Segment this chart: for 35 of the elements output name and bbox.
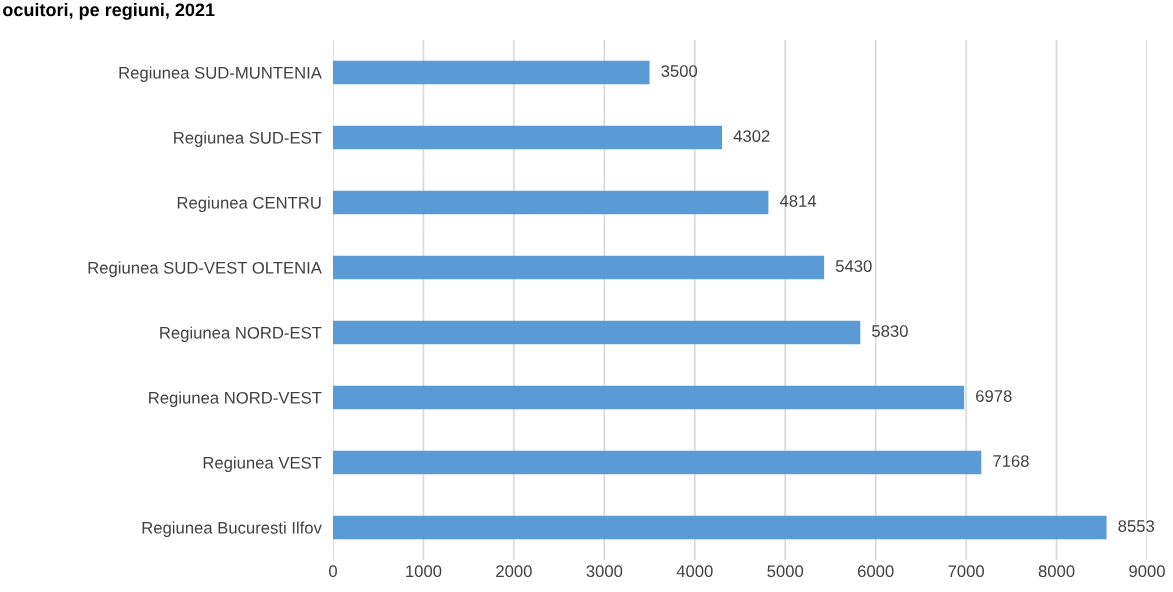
bar [333, 320, 861, 345]
x-tick-label: 3000 [586, 565, 623, 578]
bar [333, 385, 965, 410]
x-tick-label: 8000 [1038, 565, 1075, 578]
bar [333, 255, 825, 280]
bar [333, 125, 723, 150]
bar [333, 450, 982, 475]
x-tick-label: 7000 [948, 565, 984, 578]
y-tick-label: Regiunea Bucuresti Ilfov [142, 521, 322, 537]
data-label: 5430 [835, 260, 872, 272]
data-label: 3500 [661, 65, 698, 77]
x-tick-label: 2000 [496, 565, 532, 578]
data-label: 7168 [993, 455, 1029, 467]
data-label: 4814 [779, 195, 817, 207]
bar [333, 190, 769, 215]
y-tick-label: Regiunea CENTRU [177, 196, 321, 212]
x-tick-label: 5000 [767, 565, 804, 578]
y-tick-label: Regiunea NORD-EST [160, 326, 322, 342]
y-tick-label: Regiunea SUD-MUNTENIA [119, 66, 322, 82]
bar [333, 60, 650, 85]
x-tick-label: 4000 [676, 565, 713, 578]
x-tick-label: 1000 [406, 565, 442, 578]
data-label: 5830 [872, 325, 908, 337]
data-label: 4302 [733, 130, 770, 142]
text: ocuitori, pe regiuni, 2021 [3, 2, 215, 20]
bar [333, 515, 1107, 540]
y-tick-label: Regiunea SUD-EST [174, 131, 322, 147]
data-label: 8553 [1118, 520, 1155, 532]
y-tick-label: Regiunea NORD-VEST [149, 391, 322, 407]
data-label: 6978 [976, 390, 1012, 402]
x-tick-label: 6000 [857, 565, 894, 578]
x-tick-label: 9000 [1129, 565, 1165, 578]
y-tick-label: Regiunea VEST [203, 456, 322, 472]
y-tick-label: Regiunea SUD-VEST OLTENIA [88, 261, 322, 277]
x-tick-label: 0 [329, 565, 337, 578]
